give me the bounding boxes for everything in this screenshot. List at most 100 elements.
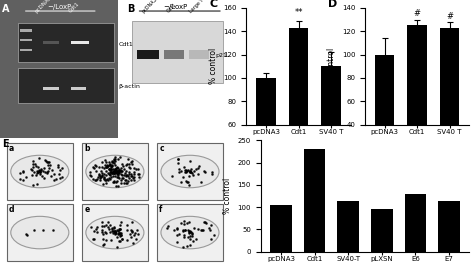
Point [97,178,104,182]
Point [110,171,118,175]
Point [88,174,95,178]
Point [189,173,196,177]
Point [103,164,110,168]
Point [36,170,43,174]
Point [45,166,53,170]
Point [122,178,130,182]
Point [112,170,119,174]
Point [170,228,178,232]
Point [36,169,44,173]
Point [48,167,55,172]
Point [108,170,115,175]
Point [41,158,49,162]
Point [112,170,120,174]
Point [108,164,115,168]
Point [176,232,183,236]
Point [123,173,130,177]
Bar [18,23,114,62]
Point [123,181,131,186]
Point [41,176,48,180]
Point [59,174,66,179]
Point [208,237,215,241]
Point [112,166,120,170]
Point [180,218,187,223]
Point [99,171,106,175]
Point [28,168,36,173]
Point [134,167,141,171]
Point [29,165,36,170]
Point [125,176,132,180]
Point [98,174,106,179]
Point [29,183,37,188]
Point [34,182,41,186]
Text: A: A [2,4,10,14]
Point [109,160,116,165]
Point [115,170,123,174]
Point [91,166,98,170]
Point [173,240,181,244]
Point [92,169,100,173]
Point [114,235,121,239]
Point [126,162,133,166]
Point [201,220,209,224]
Point [27,167,35,171]
Point [186,228,194,233]
Point [128,161,136,166]
Point [112,170,120,174]
Point [103,163,111,167]
Text: d: d [9,205,15,214]
Point [115,228,123,232]
Point [95,173,103,178]
Point [186,237,194,241]
Point [122,169,129,173]
Point [164,224,172,228]
Point [179,175,186,179]
Point [111,170,118,174]
Point [113,166,121,170]
Point [186,169,194,173]
Point [110,179,118,184]
Point [134,228,141,232]
Point [116,227,123,231]
Point [36,172,44,176]
Point [128,220,136,224]
Bar [7,204,73,261]
Point [91,163,99,167]
Point [109,171,117,175]
Point [116,231,123,236]
Point [128,178,135,183]
Point [106,167,113,171]
Point [111,158,118,163]
Point [113,183,120,188]
Text: b: b [84,144,90,153]
Point [109,180,117,184]
Point [109,174,117,178]
Point [131,231,138,235]
Point [200,228,207,232]
Point [125,174,132,178]
Point [168,174,176,178]
Point [129,241,137,245]
Point [109,169,117,173]
Point [109,160,117,164]
Point [110,229,118,233]
Point [100,175,108,179]
Point [111,170,118,174]
Point [117,172,125,176]
Point [104,225,111,229]
Point [105,167,112,171]
Circle shape [11,155,69,188]
Point [100,172,108,176]
Point [117,220,125,224]
Point [124,157,132,161]
Bar [256,78,276,195]
Text: pcDNA3: pcDNA3 [141,0,159,14]
Point [206,226,213,230]
Point [90,229,98,233]
Bar [440,28,459,171]
Bar [20,29,32,32]
Point [125,170,133,174]
Point [121,171,129,175]
Point [115,176,123,180]
Point [127,166,134,170]
